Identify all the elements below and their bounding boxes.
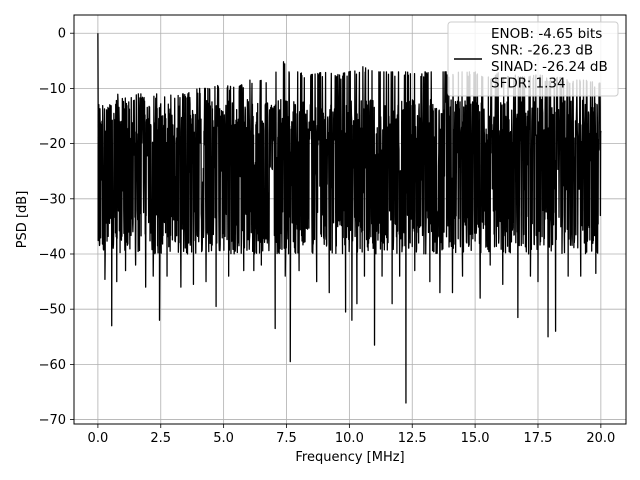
y-tick-label: −20 [39,137,66,152]
x-tick-label: 12.5 [398,431,427,446]
x-tick-label: 20.0 [586,431,615,446]
legend-entry-enob: ENOB: -4.65 bits [491,26,602,42]
legend-entry-snr: SNR: -26.23 dB [491,43,593,59]
psd-series [97,33,602,404]
x-tick-label: 5.0 [213,431,234,446]
y-ticks: 0 −10 −20 −30 −40 −50 −60 −70 [39,27,74,428]
y-tick-label: −30 [39,192,66,207]
plot-area [97,33,602,404]
x-ticks: 0.0 2.5 5.0 7.5 10.0 12.5 15.0 17.5 20.0 [88,424,615,446]
x-tick-label: 0.0 [88,431,109,446]
legend-box [447,21,619,97]
x-tick-label: 2.5 [150,431,171,446]
y-tick-label: −10 [39,82,66,97]
legend: ENOB: -4.65 bits SNR: -26.23 dB SINAD: -… [447,21,619,97]
y-tick-label: −70 [39,413,66,428]
y-tick-label: −50 [39,303,66,318]
x-tick-label: 7.5 [276,431,297,446]
y-tick-label: −60 [39,358,66,373]
x-tick-label: 10.0 [335,431,364,446]
legend-entry-sinad: SINAD: -26.24 dB [491,59,608,75]
legend-entry-sfdr: SFDR: 1.34 [491,76,566,92]
x-tick-label: 17.5 [524,431,553,446]
y-tick-label: 0 [58,27,66,42]
y-axis-label: PSD [dB] [15,191,30,249]
x-tick-label: 15.0 [461,431,490,446]
axes-frame [73,14,627,425]
x-axis-label: Frequency [MHz] [295,450,404,465]
y-tick-label: −40 [39,247,66,262]
psd-line [97,33,602,404]
